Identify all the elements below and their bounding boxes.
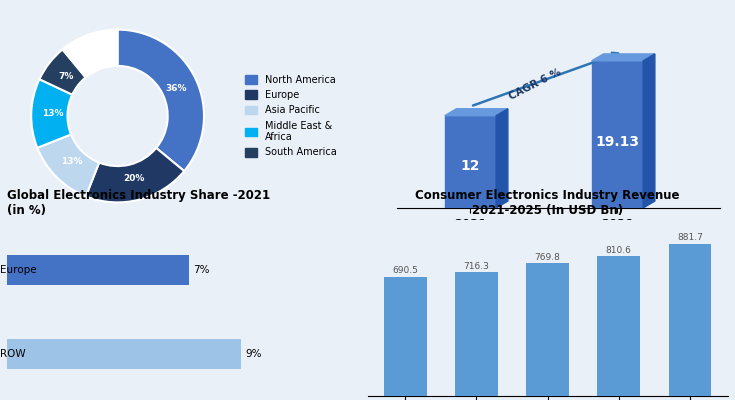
Text: 12: 12 xyxy=(461,160,480,174)
Bar xyxy=(526,263,569,396)
Polygon shape xyxy=(592,54,655,61)
Wedge shape xyxy=(62,30,118,77)
Title: Consumer Electronics Industry Revenue
2021-2025 (In USD Bn): Consumer Electronics Industry Revenue 20… xyxy=(415,190,680,218)
Text: 769.8: 769.8 xyxy=(534,253,561,262)
Wedge shape xyxy=(40,50,86,95)
Text: 7%: 7% xyxy=(193,265,209,275)
Text: 36%: 36% xyxy=(165,84,187,93)
Bar xyxy=(7,339,241,369)
Text: 881.7: 881.7 xyxy=(677,234,703,242)
Bar xyxy=(598,256,640,396)
Bar xyxy=(384,277,426,396)
Text: 9%: 9% xyxy=(245,349,262,359)
Text: ROW: ROW xyxy=(0,349,25,359)
Text: 716.3: 716.3 xyxy=(464,262,490,271)
Polygon shape xyxy=(643,54,655,208)
Text: 20%: 20% xyxy=(123,174,144,183)
Bar xyxy=(669,244,711,396)
Bar xyxy=(455,272,498,396)
Text: 810.6: 810.6 xyxy=(606,246,631,255)
Wedge shape xyxy=(86,148,184,202)
Legend: North America, Europe, Asia Pacific, Middle East &
Africa, South America: North America, Europe, Asia Pacific, Mid… xyxy=(241,71,340,161)
Text: 690.5: 690.5 xyxy=(392,266,418,276)
Polygon shape xyxy=(445,116,496,208)
Text: Europe: Europe xyxy=(0,265,36,275)
Text: 7%: 7% xyxy=(59,72,74,81)
Bar xyxy=(7,255,190,285)
X-axis label: Market Size in USD Billion: Market Size in USD Billion xyxy=(478,236,639,246)
Text: 13%: 13% xyxy=(61,157,82,166)
Polygon shape xyxy=(445,109,508,116)
Wedge shape xyxy=(37,134,99,196)
Polygon shape xyxy=(496,109,508,208)
Wedge shape xyxy=(118,30,204,171)
Wedge shape xyxy=(31,79,72,148)
Text: CAGR 6 %: CAGR 6 % xyxy=(507,67,562,102)
Text: 19.13: 19.13 xyxy=(595,135,639,149)
Text: 13%: 13% xyxy=(42,110,64,118)
Polygon shape xyxy=(592,61,643,208)
Text: Global Electronics Industry Share -2021
(in %): Global Electronics Industry Share -2021 … xyxy=(7,190,270,218)
